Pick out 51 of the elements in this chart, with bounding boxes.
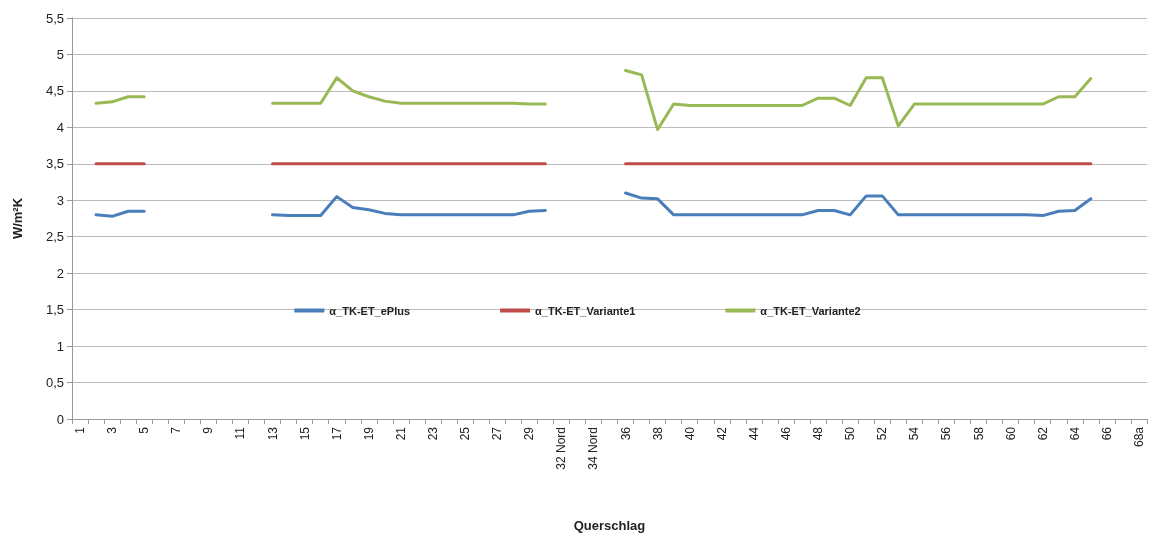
y-tick-label: 2 [56,265,64,281]
x-tick-label: 68a [1131,426,1146,448]
x-tick-label: 50 [843,426,858,441]
x-tick-label: 46 [778,426,793,441]
x-tick-label: 27 [490,426,505,441]
x-tick-label: 29 [522,426,537,441]
legend-label: α_TK-ET_Variante2 [760,304,861,317]
x-tick-label: 9 [201,426,216,434]
x-tick-label: 64 [1067,426,1082,441]
y-tick-label: 3 [56,192,64,208]
y-tick-label: 2,5 [45,229,64,245]
x-tick-label: 60 [1003,426,1018,441]
x-tick-label: 48 [811,426,826,441]
x-tick-label: 40 [682,426,697,441]
x-tick-label: 66 [1099,426,1114,441]
x-tick-label: 19 [361,426,376,441]
legend-label: α_TK-ET_ePlus [329,304,411,317]
x-tick-label: 25 [458,426,473,441]
x-tick-label: 56 [939,426,954,441]
y-tick-label: 0 [56,411,64,427]
x-tick-label: 32 Nord [554,427,569,470]
x-tick-label: 11 [233,426,248,440]
x-tick-label: 62 [1035,426,1050,441]
x-tick-label: 7 [169,426,184,434]
y-tick-label: 4,5 [45,83,64,99]
x-tick-label: 34 Nord [586,427,601,470]
x-tick-label: 38 [650,426,665,441]
y-tick-label: 1 [56,338,64,354]
x-tick-label: 15 [297,426,312,441]
y-tick-label: 0,5 [45,375,64,391]
x-tick-label: 36 [618,426,633,441]
x-tick-label: 21 [393,426,408,441]
y-tick-label: 5 [56,46,64,62]
x-tick-label: 52 [875,426,890,441]
y-tick-label: 3,5 [45,156,64,172]
x-tick-label: 17 [329,426,344,441]
legend-label: α_TK-ET_Variante1 [535,304,636,317]
x-tick-label: 5 [137,426,152,434]
x-tick-label: 13 [265,426,280,441]
y-tick-label: 5,5 [45,10,64,26]
y-tick-label: 4 [56,119,64,135]
x-tick-label: 23 [426,426,441,441]
x-tick-label: 54 [907,426,922,441]
x-tick-label: 1 [73,426,88,434]
x-tick-label: 3 [105,426,120,434]
y-tick-label: 1,5 [45,302,64,318]
x-axis-title: Querschlag [573,518,646,533]
y-axis-title: W/m²K [10,197,25,240]
x-tick-label: 42 [714,426,729,441]
x-tick-label: 58 [971,426,986,441]
x-tick-label: 44 [746,426,761,441]
